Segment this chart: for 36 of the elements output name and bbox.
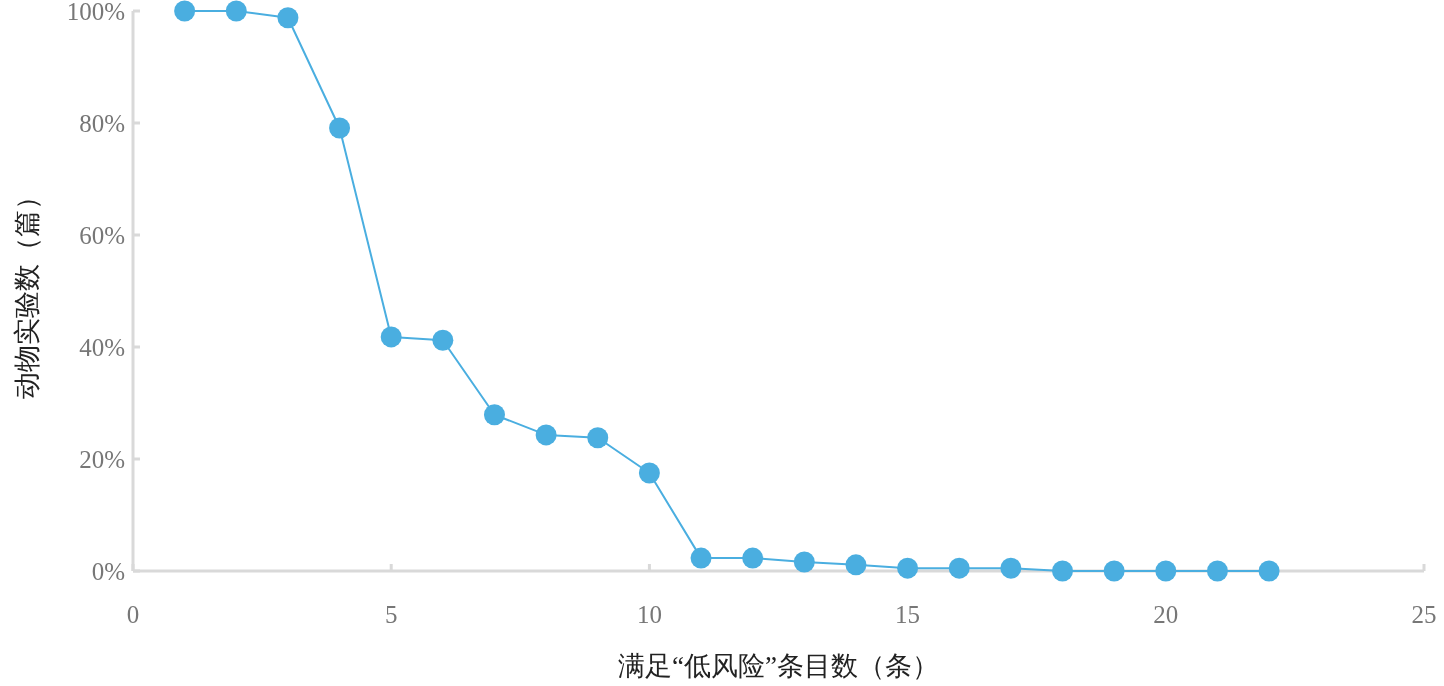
y-tick-label: 40% <box>79 333 125 361</box>
x-tick-label: 0 <box>126 601 140 628</box>
point <box>587 427 609 449</box>
point <box>1155 560 1177 582</box>
point <box>638 462 660 484</box>
point <box>1000 557 1022 579</box>
point <box>1052 560 1074 582</box>
point <box>174 0 196 22</box>
point <box>1206 560 1228 582</box>
point <box>380 326 402 348</box>
point <box>742 547 764 569</box>
point <box>329 117 351 139</box>
point <box>1103 560 1125 582</box>
y-tick-label: 0% <box>91 557 125 585</box>
point <box>432 329 454 351</box>
point <box>535 424 557 446</box>
x-axis-title: 满足“低风险”条目数（条） <box>618 651 939 681</box>
x-tick-label: 10 <box>636 601 662 628</box>
point <box>948 557 970 579</box>
y-tick-label: 60% <box>79 221 125 249</box>
point <box>277 7 299 29</box>
y-tick-label: 80% <box>79 109 125 137</box>
x-tick-label: 25 <box>1411 601 1437 628</box>
point <box>897 557 919 579</box>
x-tick-label: 20 <box>1153 601 1179 628</box>
point <box>793 551 815 573</box>
y-tick-label: 100% <box>66 0 125 25</box>
point <box>483 404 505 426</box>
y-tick-label: 20% <box>79 445 125 473</box>
point <box>1258 560 1280 582</box>
point <box>845 554 867 576</box>
x-tick-label: 15 <box>895 601 921 628</box>
y-axis-title: 动物实验数（篇） <box>12 183 42 399</box>
point <box>690 547 712 569</box>
x-tick-label: 5 <box>384 601 398 628</box>
point <box>225 0 247 22</box>
